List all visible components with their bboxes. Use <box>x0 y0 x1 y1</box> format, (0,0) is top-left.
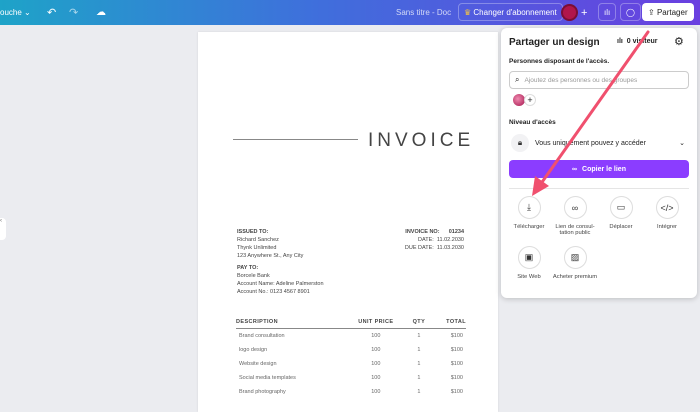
col-unit-price: UNIT PRICE <box>344 316 408 329</box>
share-button[interactable]: ⇪ Partager <box>642 3 694 21</box>
table-header: DESCRIPTION UNIT PRICE QTY TOTAL <box>236 316 466 329</box>
chart-icon[interactable]: ılı <box>598 3 617 21</box>
folder-icon: ▭ <box>609 196 633 219</box>
side-panel-toggle[interactable]: ‹ <box>0 218 6 240</box>
plus-icon[interactable]: + <box>581 6 588 19</box>
cloud-save-icon[interactable]: ☁ <box>96 7 106 18</box>
table-cell: $100 <box>450 375 463 381</box>
menu-button[interactable]: ouche ⌄ <box>0 8 31 17</box>
comment-icon[interactable]: ◯ <box>620 3 641 21</box>
link-icon: ∞ <box>563 196 587 219</box>
chevron-down-icon: ⌄ <box>679 140 685 147</box>
gear-icon[interactable]: ⚙ <box>674 36 684 48</box>
divider <box>509 188 689 189</box>
image-icon: ▨ <box>563 246 587 269</box>
invoice-no-label: INVOICE NO: <box>405 229 440 235</box>
search-icon: ⌕ <box>515 75 520 84</box>
avatar[interactable] <box>513 94 525 106</box>
pay-to-label: PAY TO: <box>237 265 259 271</box>
table-row: Social media templates 100 1 $100 <box>236 371 466 385</box>
avatar[interactable] <box>561 4 578 21</box>
invoice-no: 01234 <box>448 229 464 235</box>
table-cell: Website design <box>239 361 277 367</box>
annotation-arrow <box>532 30 650 196</box>
table-cell: 1 <box>417 347 421 353</box>
issued-to-label: ISSUED TO: <box>237 229 269 235</box>
link-icon: ∞ <box>572 165 578 173</box>
invoice-title: INVOICE <box>368 130 475 151</box>
date: 11.02.2030 <box>436 237 464 243</box>
table-cell: 1 <box>417 375 421 381</box>
table-cell: 100 <box>371 347 381 353</box>
account-name: Account Name: Adeline Palmerston <box>237 281 324 287</box>
col-qty: QTY <box>407 316 431 329</box>
issued-name: Richard Sanchez <box>237 237 279 243</box>
table-cell: 100 <box>371 361 381 367</box>
action-label: Site Web <box>517 274 541 280</box>
table-cell: logo design <box>239 347 268 353</box>
share-panel: Partager un design ılı 0 visiteur ⚙ Pers… <box>501 28 697 298</box>
search-placeholder: Ajoutez des personnes ou des groupes <box>524 76 638 84</box>
share-icon: ⇪ <box>648 7 655 17</box>
table-cell: 1 <box>417 361 421 367</box>
table-cell: Brand photography <box>239 389 286 395</box>
due-label: DUE DATE: <box>404 245 434 251</box>
action-label: Déplacer <box>609 224 633 230</box>
table-cell: $100 <box>450 361 463 367</box>
add-person-button[interactable]: + <box>524 94 536 106</box>
embed-icon: </> <box>655 196 679 219</box>
invoice-page: INVOICE ISSUED TO: Richard Sanchez Thynk… <box>198 32 498 412</box>
download-icon: ⤓ <box>517 196 541 219</box>
table-cell: $100 <box>450 347 463 353</box>
table-cell: Brand consultation <box>239 333 285 339</box>
table-cell: 100 <box>371 375 381 381</box>
redo-icon[interactable]: ↷ <box>69 7 79 19</box>
divider <box>233 139 358 140</box>
issued-company: Thynk Unlimited <box>237 245 277 251</box>
table-cell: 1 <box>417 333 421 339</box>
table-cell: Social media templates <box>239 375 296 381</box>
action-website[interactable]: ▣ Site Web <box>506 246 552 280</box>
action-folder[interactable]: ▭ Déplacer <box>598 196 644 230</box>
people-search-input[interactable]: ⌕ Ajoutez des personnes ou des groupes <box>509 71 689 89</box>
table-row: Brand photography 100 1 $100 <box>236 385 466 399</box>
access-value: Vous uniquement pouvez y accéder <box>535 139 646 147</box>
website-icon: ▣ <box>517 246 541 269</box>
people-label: Personnes disposant de l'accès. <box>509 58 610 65</box>
due-date: 11.03.2030 <box>436 245 464 251</box>
table-cell: 100 <box>371 333 381 339</box>
action-label: Acheter premium <box>552 274 598 280</box>
table-cell: $100 <box>450 333 463 339</box>
col-total: TOTAL <box>430 316 466 329</box>
action-label: Lien de consul-tation public <box>555 224 595 236</box>
action-embed[interactable]: </> Intégrer <box>644 196 690 230</box>
bank: Borcele Bank <box>237 273 270 279</box>
panel-title: Partager un design <box>509 37 600 48</box>
table-row: Brand consultation 100 1 $100 <box>236 329 466 344</box>
table-cell: 1 <box>417 389 421 395</box>
undo-icon[interactable]: ↶ <box>47 7 57 19</box>
col-description: DESCRIPTION <box>236 316 345 329</box>
action-link[interactable]: ∞ Lien de consul-tation public <box>552 196 598 236</box>
access-dropdown[interactable]: 🔒︎ Vous uniquement pouvez y accéder ⌄ <box>511 134 689 152</box>
action-image[interactable]: ▨ Acheter premium <box>552 246 598 280</box>
doc-title[interactable]: Sans titre - Doc <box>396 8 452 17</box>
issued-address: 123 Anywhere St., Any City <box>237 253 304 259</box>
date-label: DATE: <box>418 237 434 243</box>
action-label: Intégrer <box>657 224 677 230</box>
crown-icon: ♛ <box>464 7 472 17</box>
account-no: Account No.: 0123 4567 8901 <box>237 289 310 295</box>
access-label: Niveau d'accès <box>509 119 556 126</box>
table-row: logo design 100 1 $100 <box>236 343 466 357</box>
items-table: DESCRIPTION UNIT PRICE QTY TOTAL Brand c… <box>236 316 466 399</box>
lock-icon: 🔒︎ <box>511 134 529 152</box>
table-row: Website design 100 1 $100 <box>236 357 466 371</box>
action-download[interactable]: ⤓ Télécharger <box>506 196 552 230</box>
table-cell: 100 <box>371 389 381 395</box>
action-label: Télécharger <box>513 224 545 230</box>
table-cell: $100 <box>450 389 463 395</box>
top-bar: ouche ⌄ ↶ ↷ ☁ Sans titre - Doc ♛ Changer… <box>0 0 700 25</box>
